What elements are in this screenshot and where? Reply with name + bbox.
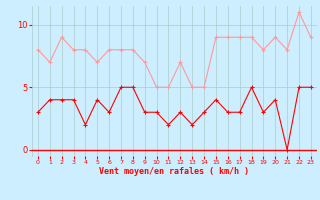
X-axis label: Vent moyen/en rafales ( km/h ): Vent moyen/en rafales ( km/h ) [100,167,249,176]
